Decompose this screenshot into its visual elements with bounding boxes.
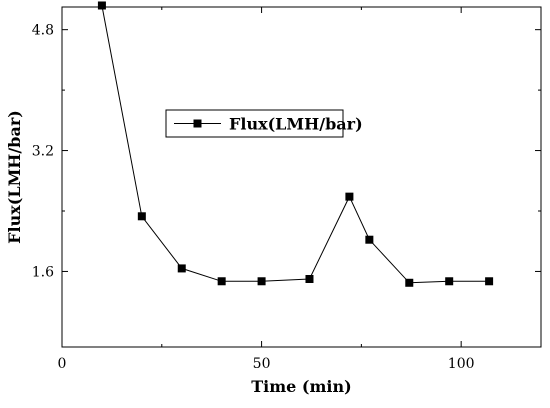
flux-data-point <box>305 275 314 283</box>
flux-data-point <box>365 235 374 244</box>
flux-data-point <box>405 278 414 287</box>
legend-label: Flux(LMH/bar) <box>229 115 363 134</box>
y-axis-title: Flux(LMH/bar) <box>5 110 24 244</box>
x-tick-label: 100 <box>448 356 475 372</box>
flux-data-point <box>257 277 266 286</box>
data-series <box>97 1 494 287</box>
x-tick-label: 0 <box>58 356 67 372</box>
flux-data-point <box>445 277 454 286</box>
flux-data-point <box>345 192 354 201</box>
y-tick-label: 3.2 <box>32 144 54 160</box>
x-tick-label: 50 <box>253 356 271 372</box>
flux-series-line <box>101 5 490 284</box>
flux-data-point <box>97 1 106 10</box>
y-tick-label: 4.8 <box>32 23 54 39</box>
flux-data-point <box>137 212 146 221</box>
y-tick-label: 1.6 <box>32 264 54 280</box>
legend-marker-sample <box>193 119 202 128</box>
flux-data-point <box>485 277 494 286</box>
flux-data-point <box>217 277 226 286</box>
plot-frame <box>61 6 542 348</box>
flux-data-point <box>177 264 186 273</box>
axes: 0 50 100 1.6 3.2 4.8 Time (min) Flux(LMH/bar) <box>5 7 541 396</box>
plot-area <box>61 6 542 348</box>
legend: Flux(LMH/bar) <box>165 109 363 138</box>
x-axis-title: Time (min) <box>251 377 351 396</box>
